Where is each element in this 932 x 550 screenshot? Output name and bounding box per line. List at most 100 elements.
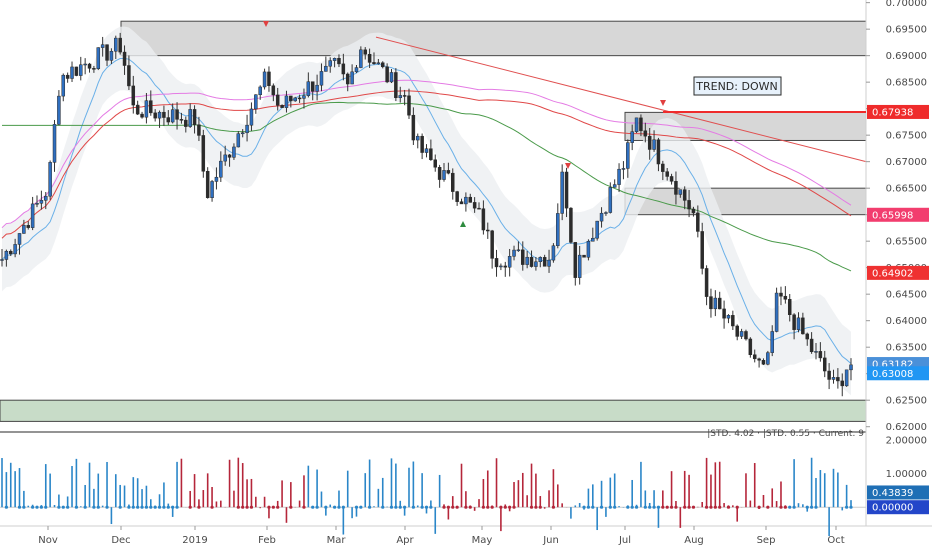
y-tick-label: 0.67500 xyxy=(886,131,927,142)
candle xyxy=(459,198,464,205)
indicator-dot xyxy=(783,505,787,509)
candle xyxy=(341,53,346,81)
indicator-dot xyxy=(35,505,39,509)
indicator-label-box xyxy=(867,485,929,500)
indicator-dot xyxy=(735,505,739,509)
y-tick-label: 0.62000 xyxy=(886,422,927,433)
indicator-dot xyxy=(17,505,22,509)
candle xyxy=(573,242,578,286)
trend-annotation[interactable]: TREND: DOWN xyxy=(693,76,782,96)
indicator-dot xyxy=(468,505,472,509)
candle xyxy=(52,119,57,172)
x-tick-label: Jun xyxy=(542,535,559,546)
moving-averages-layer xyxy=(1,57,852,364)
candle xyxy=(415,133,420,149)
candle xyxy=(591,227,595,242)
ma-mid-line xyxy=(2,101,852,272)
indicator-dot xyxy=(538,505,542,509)
candle xyxy=(74,66,79,77)
candle xyxy=(840,373,844,397)
candle xyxy=(39,190,44,210)
candle xyxy=(118,32,122,55)
candle xyxy=(337,54,341,68)
candle xyxy=(582,254,586,258)
candle xyxy=(179,112,184,124)
candle xyxy=(376,59,381,65)
indicator-dot xyxy=(394,505,398,509)
candle xyxy=(144,92,149,124)
indicator-dot xyxy=(709,505,713,509)
y-tick-label: 0.69500 xyxy=(886,25,927,36)
candle xyxy=(787,293,792,322)
ma-slow2-line xyxy=(1,79,852,229)
candle xyxy=(302,88,306,109)
candle xyxy=(293,96,297,102)
candle xyxy=(30,196,35,231)
zone-2 xyxy=(624,187,867,216)
trend-annotation-text: TREND: DOWN xyxy=(695,80,777,93)
candle xyxy=(761,358,766,366)
y-tick-label: 0.65500 xyxy=(886,237,927,248)
candle xyxy=(722,300,726,329)
y-tick-label: 0.62500 xyxy=(886,396,927,407)
indicator-dot xyxy=(31,505,35,509)
indicator-dot xyxy=(245,505,249,509)
candle xyxy=(367,48,372,69)
indicator-dot xyxy=(551,505,556,509)
indicator-dot xyxy=(398,505,402,509)
indicator-dot xyxy=(599,505,604,509)
candle xyxy=(398,86,402,103)
indicator-dot xyxy=(424,505,429,509)
candle xyxy=(249,102,254,131)
indicator-dot xyxy=(446,505,450,509)
candle xyxy=(87,62,92,73)
candle xyxy=(844,369,849,387)
indicator-dot xyxy=(157,505,162,509)
candle xyxy=(731,310,735,330)
candle xyxy=(691,206,696,217)
candle xyxy=(319,63,324,92)
candle xyxy=(254,94,258,114)
indicator-dot xyxy=(529,505,534,509)
candle xyxy=(219,151,223,182)
indicator-dot xyxy=(490,505,494,509)
candle xyxy=(752,349,757,363)
indicator-dot xyxy=(718,505,722,509)
candle xyxy=(402,89,407,106)
zones-layer xyxy=(0,20,867,422)
candle xyxy=(560,164,564,221)
candle xyxy=(201,129,206,178)
indicator-dot xyxy=(451,505,455,509)
candle xyxy=(433,154,438,172)
indicator-dot xyxy=(608,505,612,509)
candle xyxy=(748,337,753,358)
candle xyxy=(245,114,249,142)
candle xyxy=(652,130,656,152)
candle xyxy=(122,45,127,75)
candle xyxy=(507,248,512,277)
candle xyxy=(389,68,394,84)
indicator-dot xyxy=(140,505,144,509)
candle xyxy=(682,186,687,210)
candle xyxy=(280,104,284,108)
candle xyxy=(529,250,534,268)
candle xyxy=(100,36,105,57)
candle xyxy=(805,332,809,346)
candle xyxy=(437,164,442,188)
candle xyxy=(525,250,529,269)
x-tick-label: Apr xyxy=(396,535,414,546)
indicator-dot xyxy=(57,505,61,509)
candle xyxy=(717,291,722,310)
candle xyxy=(184,116,188,133)
indicator-dot xyxy=(92,505,96,509)
candle xyxy=(630,124,634,151)
candle xyxy=(424,144,429,158)
indicator-dot xyxy=(849,505,853,509)
indicator-dot xyxy=(652,505,656,509)
price-label: 0.65998 xyxy=(872,210,913,221)
signal-marker xyxy=(565,163,571,169)
indicator-dot xyxy=(324,505,328,509)
candle xyxy=(0,248,4,267)
indicator-dot xyxy=(674,505,678,509)
